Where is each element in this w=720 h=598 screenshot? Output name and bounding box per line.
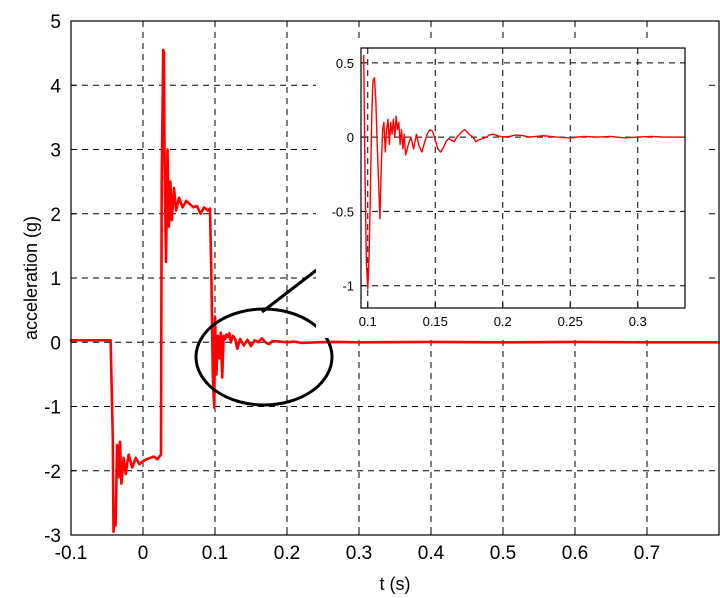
main-y-tick-label: -2 <box>44 462 61 483</box>
main-x-tick-label: 0.4 <box>418 543 445 564</box>
y-axis-label: acceleration (g) <box>21 216 41 340</box>
x-axis-label: t (s) <box>380 574 411 594</box>
inset-x-tick-label: 0.15 <box>423 314 448 329</box>
main-series-line <box>69 48 720 534</box>
main-y-tick-label: 5 <box>50 12 61 33</box>
main-x-tick-label: -0.1 <box>55 543 88 564</box>
main-x-tick-label: 0.2 <box>274 543 300 564</box>
inset-x-tick-label: 0.2 <box>494 314 512 329</box>
inset-x-tick-label: 0.3 <box>629 314 647 329</box>
main-y-tick-label: 2 <box>50 205 61 226</box>
inset-x-tick-label: 0.1 <box>359 314 377 329</box>
main-x-tick-label: 0.6 <box>562 543 588 564</box>
main-x-tick-label: 0 <box>138 543 149 564</box>
inset-y-tick-labels: -1 -0.5 0 0.5 <box>332 56 354 294</box>
inset-y-tick-label: 0.5 <box>336 56 354 71</box>
main-x-tick-label: 0.5 <box>490 543 516 564</box>
inset-series-line <box>363 54 686 290</box>
inset-y-tick-label: -0.5 <box>332 204 354 219</box>
main-x-tick-label: 0.7 <box>634 543 660 564</box>
main-y-tick-label: -1 <box>44 398 61 419</box>
inset-plot-frame <box>360 47 686 309</box>
main-x-tick-label: 0.1 <box>202 543 228 564</box>
inset-y-tick-label: -1 <box>342 279 354 294</box>
main-x-tick-labels: -0.1 0 0.1 0.2 0.3 0.4 0.5 0.6 0.7 <box>55 543 661 564</box>
inset-x-tick-label: 0.25 <box>558 314 583 329</box>
main-x-tick-label: 0.3 <box>346 543 372 564</box>
main-y-tick-label: 0 <box>50 333 61 354</box>
main-series <box>69 48 720 534</box>
inset-x-tick-labels: 0.1 0.15 0.2 0.25 0.3 <box>359 314 647 329</box>
main-y-tick-label: 1 <box>50 269 61 290</box>
main-y-tick-label: 3 <box>50 141 61 162</box>
main-y-tick-label: -3 <box>44 526 61 547</box>
inset-series <box>363 54 686 290</box>
inset-y-tick-label: 0 <box>347 130 354 145</box>
main-y-tick-label: 4 <box>50 76 61 97</box>
inset-plot: 0.1 0.15 0.2 0.25 0.3 -1 -0.5 0 0.5 <box>316 38 708 338</box>
main-plot-frame <box>70 20 720 536</box>
main-y-tick-labels: -3 -2 -1 0 1 2 3 4 5 <box>44 12 61 547</box>
